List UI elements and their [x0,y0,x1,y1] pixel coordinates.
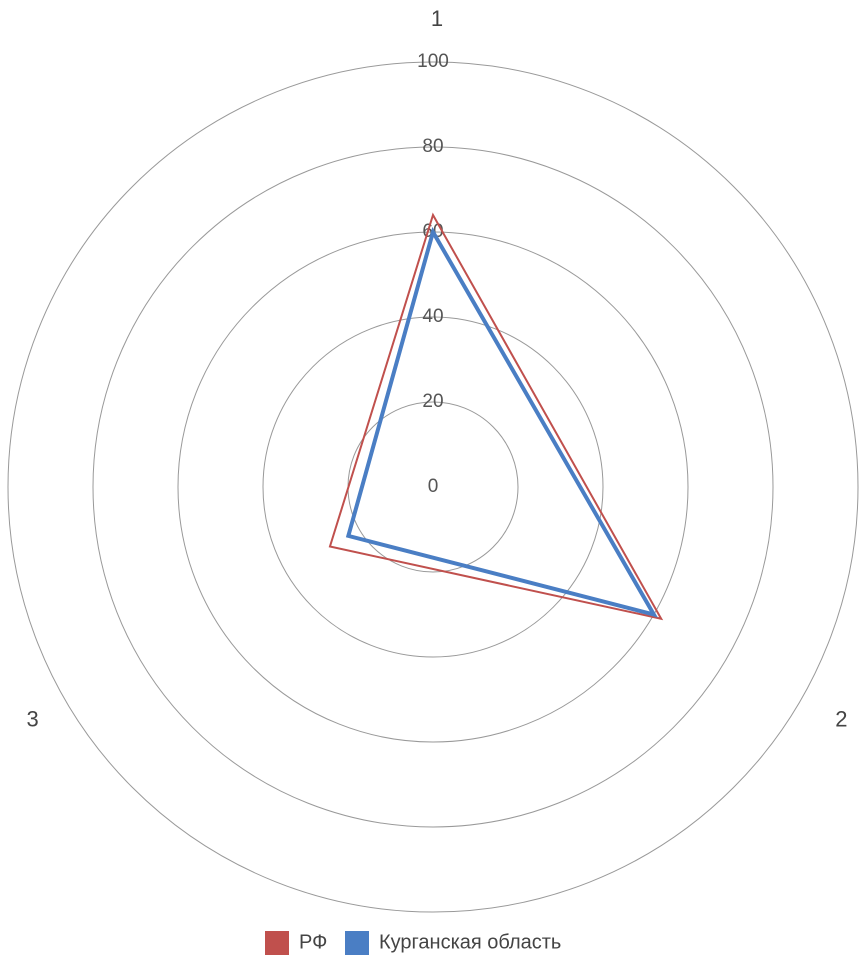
axis-label: 2 [835,706,847,731]
axis-label: 1 [431,6,443,31]
r-tick-label: 40 [422,306,443,327]
series-polygon [345,226,658,618]
grid-ring [7,61,859,913]
series-polygon [328,212,664,621]
r-tick-label: 80 [422,136,443,157]
legend-text: РФ [299,931,327,953]
grid-ring [262,316,604,658]
grid-ring [92,146,774,828]
legend-swatch [345,931,369,955]
axis-label: 3 [26,706,38,731]
legend-swatch [265,931,289,955]
r-tick-label: 20 [422,391,443,412]
r-tick-label: 0 [428,476,439,497]
legend-text: Курганская область [379,931,561,953]
r-tick-label: 100 [417,51,449,72]
